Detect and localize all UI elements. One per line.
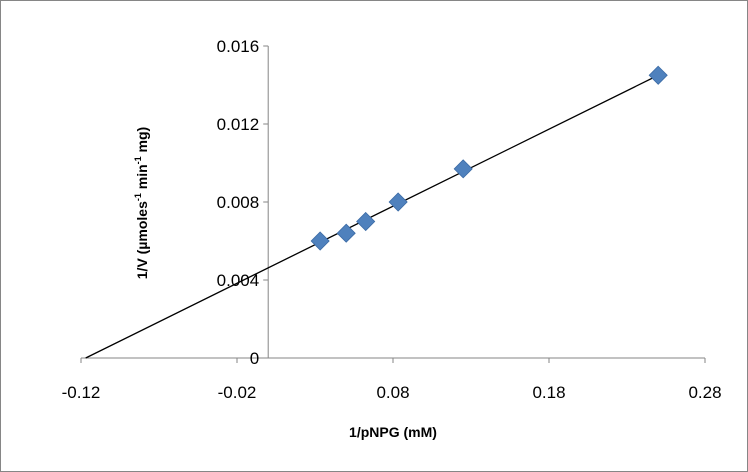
y-axis-title-main: 1/V (µmoles: [134, 201, 150, 279]
x-tick-label: -0.12: [62, 383, 101, 402]
x-tick-label: -0.02: [218, 383, 257, 402]
y-axis-title-end: mg): [134, 127, 150, 157]
ticks: [80, 45, 706, 363]
y-tick-label: 0: [250, 349, 259, 368]
data-point: [356, 211, 376, 232]
data-point: [336, 223, 356, 243]
x-axis-title: 1/pNPG (mM): [349, 424, 437, 440]
tick-labels: -0.12 -0.02 0.08 0.18 0.28 0 0.004 0.008 0.012 0.…: [62, 37, 722, 402]
linear-trendline: [85, 74, 659, 359]
y-tick-label: 0.004: [217, 271, 260, 290]
x-tick-label: 0.28: [688, 383, 721, 402]
y-axis-title-sup1: -1: [133, 193, 143, 201]
y-axis-title-sup2: -1: [133, 156, 143, 164]
y-tick-label: 0.016: [217, 37, 260, 56]
y-axis-title-mid: min: [134, 164, 150, 193]
data-point: [388, 192, 408, 212]
data-point: [453, 159, 473, 179]
data-point: [648, 65, 668, 85]
data-point: [310, 231, 330, 251]
data-markers: [310, 65, 668, 251]
y-axis-title: 1/V (µmoles-1 min-1 mg): [133, 127, 150, 279]
x-tick-label: 0.08: [376, 383, 409, 402]
x-tick-label: 0.18: [532, 383, 565, 402]
y-tick-label: 0.012: [217, 115, 260, 134]
y-tick-label: 0.008: [217, 193, 260, 212]
